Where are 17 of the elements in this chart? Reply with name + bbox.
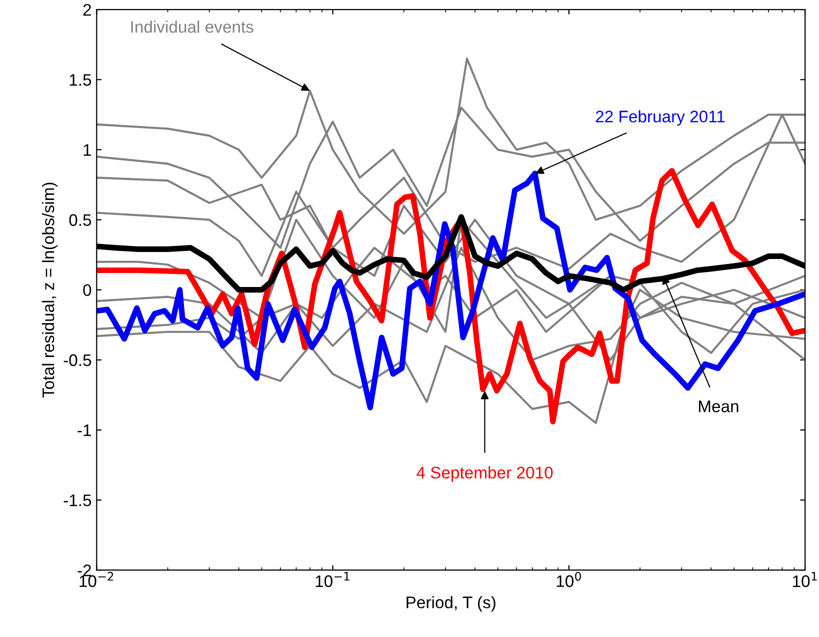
y-tick-label: -1 [78, 424, 91, 436]
y-tick-label: -0.5 [64, 354, 92, 366]
annotation: Mean [698, 400, 738, 412]
annotation: 4 September 2010 [416, 466, 553, 482]
x-axis-title: Period, T (s) [406, 596, 496, 612]
y-tick-label: -1.5 [64, 494, 92, 506]
x-tick-label: 10$^{1}$ [793, 572, 817, 588]
y-tick-label: 1.5 [70, 74, 92, 86]
y-tick-label: 2 [83, 4, 91, 16]
x-tick-label: 10$^{−1}$ [316, 572, 350, 588]
y-tick-label: 1 [84, 144, 91, 156]
y-tick-label: 0 [83, 284, 92, 296]
y-tick-label: 0.5 [69, 214, 92, 226]
annotation: Individual events [131, 20, 254, 33]
annotation: 22 February 2011 [596, 110, 725, 126]
x-tick-label: 10$^{0}$ [556, 572, 581, 588]
y-axis-title: Total residual, z = ln(obs/sim) [42, 182, 58, 398]
